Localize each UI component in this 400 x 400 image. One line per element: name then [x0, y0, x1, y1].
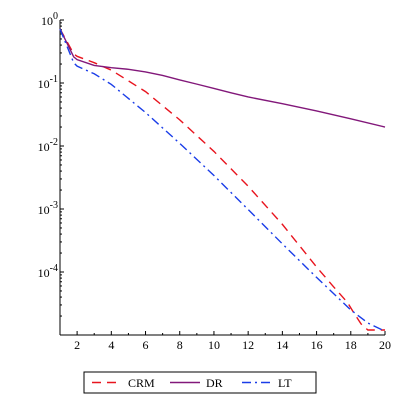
axes — [59, 20, 385, 336]
legend: CRM DR LT — [83, 371, 317, 394]
x-tick-label: 14 — [276, 338, 288, 352]
legend-label-crm: CRM — [128, 376, 155, 390]
x-tick-label: 16 — [311, 338, 323, 352]
x-tick-label: 20 — [379, 338, 391, 352]
x-axis-ticks: 2 4 6 8 10 12 14 16 18 20 — [74, 331, 391, 352]
legend-label-lt: LT — [278, 376, 292, 390]
series-line-crm — [59, 28, 385, 331]
x-tick-label: 10 — [208, 338, 220, 352]
y-tick-label: 10-3 — [38, 200, 58, 217]
y-tick-label: 10-2 — [38, 137, 58, 154]
x-tick-label: 2 — [74, 338, 80, 352]
x-tick-label: 4 — [108, 338, 114, 352]
series-layer — [59, 28, 386, 332]
y-tick-label: 10-4 — [38, 263, 58, 280]
series-line-lt — [59, 28, 386, 332]
y-axis-ticks: 100 10-1 10-2 10-3 10-4 — [38, 11, 64, 317]
y-tick-label: 10-1 — [38, 74, 58, 91]
legend-label-dr: DR — [206, 376, 223, 390]
x-tick-label: 18 — [345, 338, 357, 352]
series-line-dr — [59, 28, 386, 128]
x-tick-label: 8 — [177, 338, 183, 352]
y-tick-label: 100 — [41, 11, 58, 28]
x-tick-label: 12 — [242, 338, 254, 352]
x-tick-label: 6 — [143, 338, 149, 352]
